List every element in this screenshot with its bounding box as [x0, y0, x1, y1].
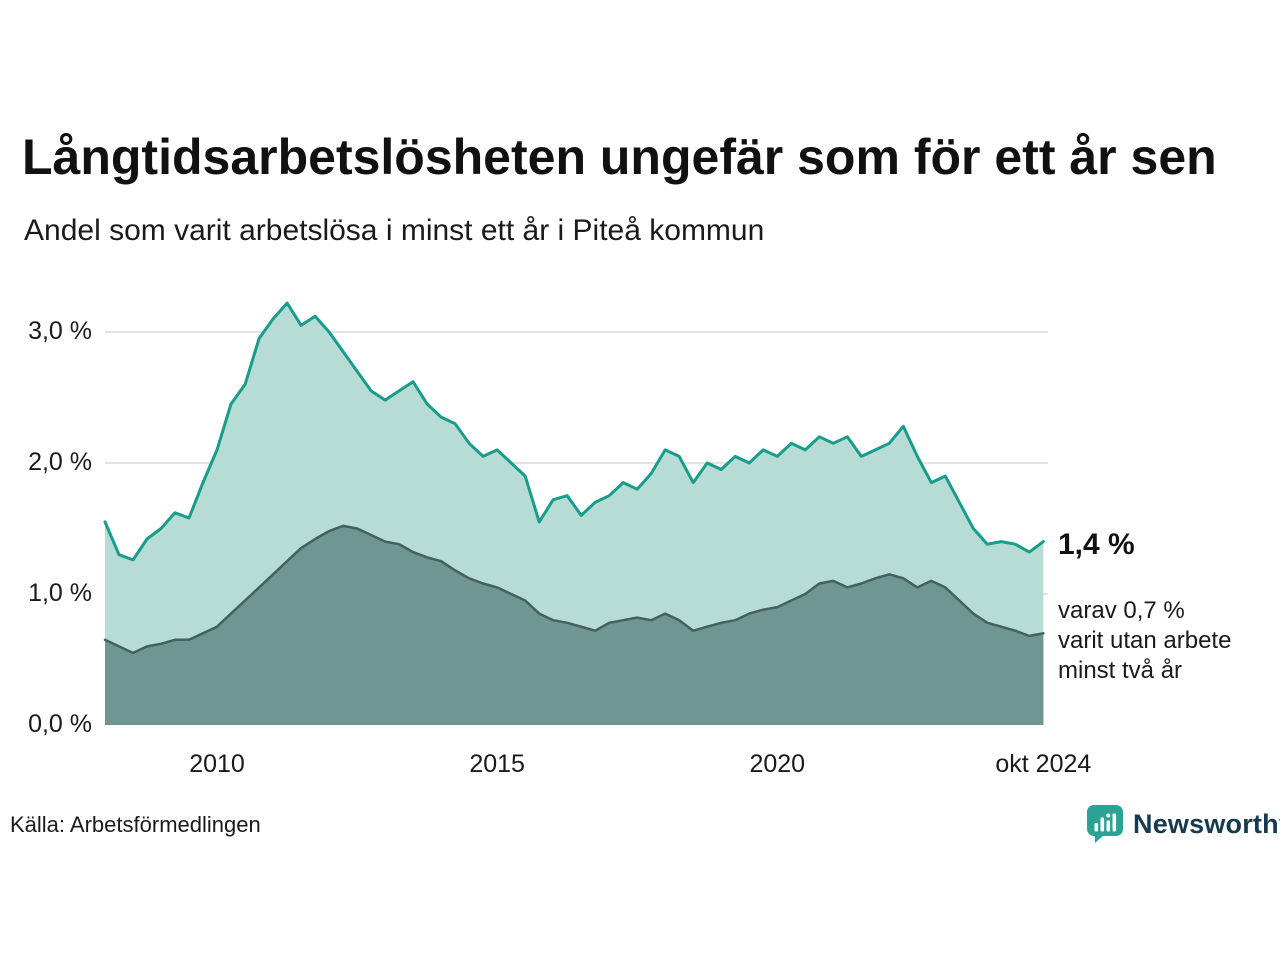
- x-axis-tick-label: okt 2024: [995, 750, 1092, 778]
- latest-value-label: 1,4 %: [1058, 528, 1135, 561]
- annotation-detail: varav 0,7 % varit utan arbete minst två …: [1058, 596, 1273, 686]
- x-axis-tick-label: 2015: [469, 750, 525, 778]
- source-note: Källa: Arbetsförmedlingen: [10, 812, 261, 837]
- x-axis-tick-label: 2010: [189, 750, 245, 778]
- y-axis-tick-label: 3,0 %: [28, 316, 92, 345]
- chart-subtitle: Andel som varit arbetslösa i minst ett å…: [24, 214, 765, 247]
- chart-title: Långtidsarbetslösheten ungefär som för e…: [22, 130, 1217, 185]
- y-axis-tick-label: 2,0 %: [28, 447, 92, 476]
- annotation-line: varav 0,7 %: [1058, 597, 1185, 624]
- newsworthy-bar-chart-icon: [1087, 805, 1123, 843]
- annotation-line: varit utan arbete: [1058, 627, 1232, 654]
- y-axis-tick-label: 0,0 %: [28, 710, 92, 738]
- area-series-0: [105, 303, 1044, 725]
- x-axis-tick-label: 2020: [749, 750, 806, 778]
- brand-name: Newsworthy: [1133, 808, 1280, 839]
- line-series-1: [103, 524, 1045, 655]
- brand-logo: Newsworthy: [1086, 804, 1280, 844]
- annotation-line: minst två år: [1058, 657, 1183, 684]
- y-axis-tick-label: 1,0 %: [28, 578, 92, 607]
- line-series-0: [103, 301, 1045, 562]
- area-series-1: [105, 525, 1044, 725]
